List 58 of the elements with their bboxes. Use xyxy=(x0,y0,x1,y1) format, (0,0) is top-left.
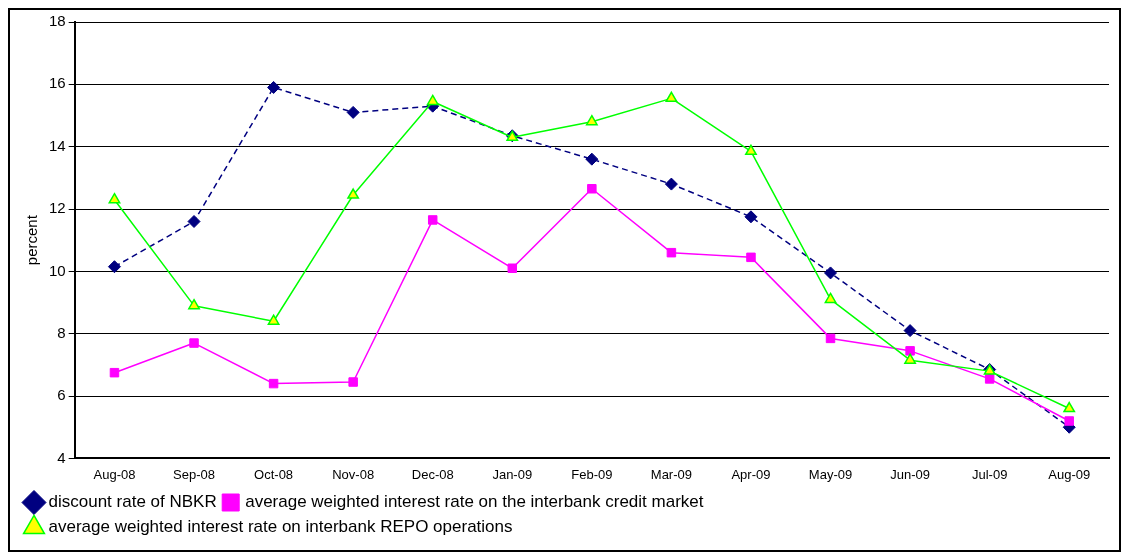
point xyxy=(664,177,678,191)
point xyxy=(189,338,199,348)
point xyxy=(107,260,121,274)
point xyxy=(824,266,838,280)
y-tick-label: 18 xyxy=(49,12,66,30)
y-axis-title: percent xyxy=(23,214,41,266)
x-tick-label: Aug-08 xyxy=(93,466,136,482)
y-tick-label: 14 xyxy=(49,136,66,154)
x-tick-label: Jan-09 xyxy=(492,466,533,482)
point xyxy=(426,94,439,106)
point xyxy=(744,210,758,224)
y-tick-label: 4 xyxy=(57,448,66,466)
x-tick-label: Apr-09 xyxy=(731,466,771,482)
point xyxy=(348,377,358,387)
point xyxy=(187,215,201,228)
point xyxy=(745,144,757,156)
point xyxy=(984,374,995,384)
x-tick-label: Jun-09 xyxy=(890,466,930,482)
point xyxy=(346,105,360,119)
x-tick-label: Feb-09 xyxy=(571,466,613,482)
point xyxy=(587,184,597,194)
y-tick-label: 8 xyxy=(57,323,66,341)
point xyxy=(1064,416,1074,426)
point xyxy=(665,91,678,103)
legend-label: average weighted interest rate on the interbank credit market xyxy=(245,492,704,512)
point xyxy=(904,353,917,364)
point xyxy=(268,378,279,389)
point xyxy=(666,247,677,258)
x-tick-label: May-09 xyxy=(808,466,853,482)
legend-label: average weighted interest rate on interbank REPO operations xyxy=(48,517,513,537)
x-tick-label: Mar-09 xyxy=(650,466,692,482)
x-tick-label: Jul-09 xyxy=(971,466,1008,482)
y-tick-label: 6 xyxy=(57,386,66,404)
point xyxy=(188,298,200,310)
x-tick-label: Oct-08 xyxy=(254,466,294,482)
point xyxy=(347,188,360,199)
point xyxy=(905,346,915,356)
x-tick-label: Dec-08 xyxy=(411,466,454,482)
y-tick-label: 10 xyxy=(49,261,66,279)
point xyxy=(824,292,837,304)
point xyxy=(746,252,756,263)
point xyxy=(903,324,917,338)
point xyxy=(108,192,121,204)
point xyxy=(585,115,598,126)
legend-label: discount rate of NBKR xyxy=(48,492,217,512)
point xyxy=(1063,401,1076,413)
point xyxy=(427,215,438,225)
y-tick-label: 16 xyxy=(49,74,66,92)
point xyxy=(109,367,120,378)
point xyxy=(507,263,518,273)
x-tick-label: Sep-08 xyxy=(173,466,215,482)
point xyxy=(585,152,599,166)
x-tick-label: Aug-09 xyxy=(1048,466,1091,482)
x-tick-label: Nov-08 xyxy=(332,466,375,482)
point xyxy=(825,333,836,344)
point xyxy=(267,80,281,94)
y-tick-label: 12 xyxy=(49,199,66,217)
point xyxy=(267,314,280,325)
